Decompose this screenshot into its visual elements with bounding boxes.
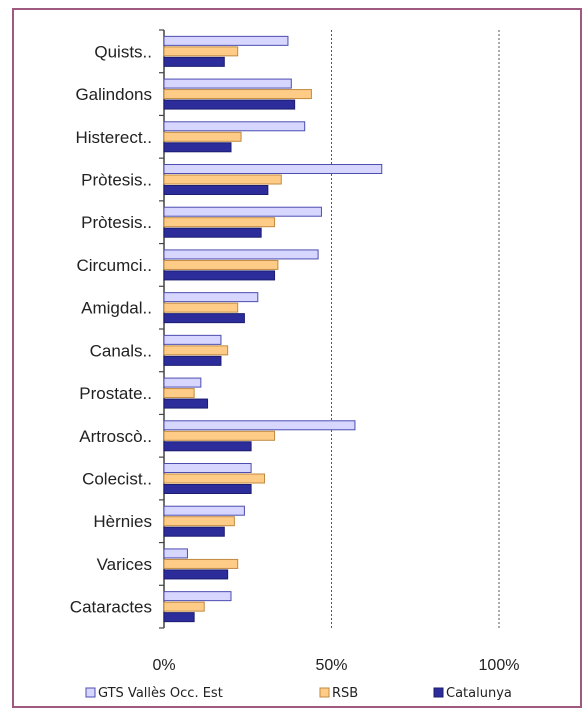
bar-3 bbox=[163, 569, 229, 580]
bar-chart: Quists.. Galindons Histerect.. Pròtesis.. Pr… bbox=[70, 29, 520, 701]
legend-swatch bbox=[85, 687, 96, 698]
bar-1 bbox=[163, 505, 245, 516]
bar-2 bbox=[163, 217, 276, 228]
category-label: Amigdal.. bbox=[81, 299, 152, 318]
bar-2 bbox=[163, 430, 276, 441]
bar-1 bbox=[163, 420, 356, 431]
bar-3 bbox=[163, 185, 269, 195]
category-label: Artroscò.. bbox=[79, 427, 152, 446]
bar-3 bbox=[163, 270, 276, 281]
bar-1 bbox=[163, 548, 188, 559]
bar-1 bbox=[163, 334, 222, 345]
bar-2 bbox=[163, 89, 312, 100]
category-label: Varices bbox=[97, 555, 152, 574]
bar-1 bbox=[163, 78, 292, 89]
x-tick-label: 100% bbox=[479, 657, 520, 674]
bar-2 bbox=[163, 558, 239, 569]
x-tick-label: 50% bbox=[315, 657, 347, 674]
legend-swatch bbox=[319, 687, 330, 698]
x-tick-label: 0% bbox=[152, 657, 175, 674]
bar-2 bbox=[163, 302, 239, 313]
bar-3 bbox=[163, 142, 232, 153]
bar-1 bbox=[163, 206, 322, 217]
category-label: Hèrnies bbox=[93, 512, 152, 531]
bar-2 bbox=[163, 516, 235, 527]
bar-2 bbox=[163, 473, 265, 484]
category-label: Galindons bbox=[75, 85, 152, 104]
bar-3 bbox=[163, 441, 252, 452]
bar-1 bbox=[163, 463, 252, 473]
category-label: Prostate.. bbox=[79, 384, 152, 403]
bar-2 bbox=[163, 259, 279, 270]
legend-label: RSB bbox=[332, 686, 358, 701]
bar-2 bbox=[163, 601, 205, 612]
bar-1 bbox=[163, 121, 306, 132]
bar-2 bbox=[163, 345, 229, 356]
bar-1 bbox=[163, 164, 383, 174]
bar-3 bbox=[163, 612, 195, 623]
bar-1 bbox=[163, 377, 202, 388]
legend-label: GTS Vallès Occ. Est bbox=[98, 686, 223, 701]
bar-3 bbox=[163, 56, 225, 67]
bar-2 bbox=[163, 46, 239, 57]
bar-3 bbox=[163, 526, 225, 537]
bar-3 bbox=[163, 355, 222, 366]
category-label: Canals.. bbox=[90, 341, 152, 360]
category-label: Pròtesis.. bbox=[81, 171, 152, 190]
chart-frame: Quists.. Galindons Histerect.. Pròtesis.. Pr… bbox=[12, 8, 582, 708]
bar-3 bbox=[163, 99, 296, 110]
bar-2 bbox=[163, 174, 282, 185]
bar-2 bbox=[163, 388, 195, 399]
bar-1 bbox=[163, 591, 232, 602]
bar-3 bbox=[163, 227, 262, 238]
category-label: Histerect.. bbox=[75, 128, 152, 147]
bar-1 bbox=[163, 249, 319, 260]
category-label: Colecist.. bbox=[82, 470, 152, 489]
bar-2 bbox=[163, 131, 242, 142]
category-label: Cataractes bbox=[70, 598, 152, 617]
category-label: Pròtesis.. bbox=[81, 213, 152, 232]
legend-label: Catalunya bbox=[446, 686, 512, 701]
bar-3 bbox=[163, 313, 245, 324]
legend-swatch bbox=[433, 687, 444, 698]
bar-3 bbox=[163, 398, 209, 409]
bar-1 bbox=[163, 292, 259, 303]
bar-1 bbox=[163, 35, 289, 46]
category-label: Quists.. bbox=[94, 42, 152, 61]
bar-3 bbox=[163, 484, 252, 494]
category-label: Circumci.. bbox=[76, 256, 152, 275]
